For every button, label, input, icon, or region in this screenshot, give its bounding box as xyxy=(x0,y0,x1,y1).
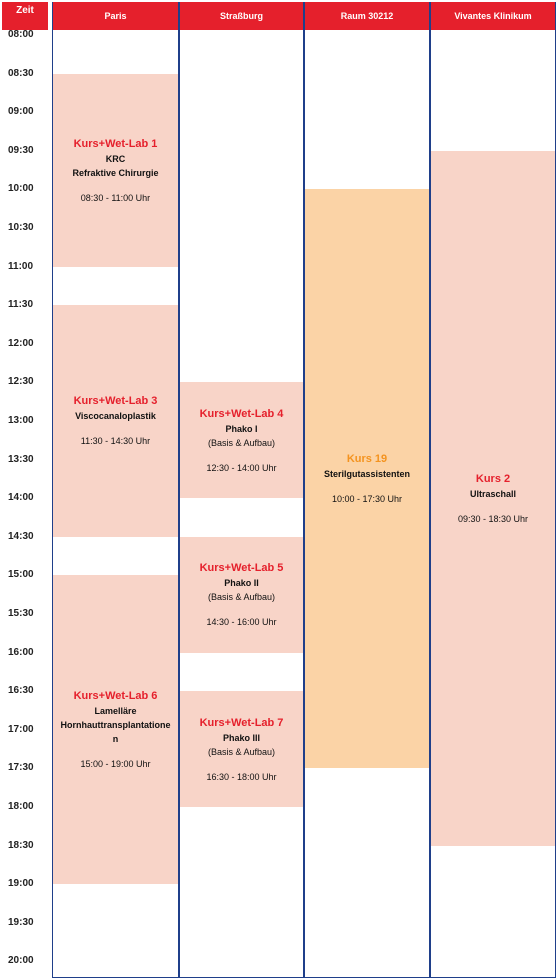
event-description: Hornhauttransplantatione xyxy=(60,720,171,731)
event-time: 14:30 - 16:00 Uhr xyxy=(206,617,277,628)
event-block[interactable]: Kurs 19 Sterilgutassistenten 10:00 - 17:30… xyxy=(305,189,429,769)
event-description: n xyxy=(112,734,119,745)
time-label: 11:30 xyxy=(8,299,34,311)
event-block[interactable]: Kurs+Wet-Lab 1 KRC Refraktive Chirurgie 08:… xyxy=(53,73,178,267)
event-title: Kurs+Wet-Lab 6 xyxy=(73,690,158,703)
time-label: 13:30 xyxy=(8,453,34,465)
time-column-header: Zeit xyxy=(2,2,48,30)
event-title: Kurs+Wet-Lab 4 xyxy=(199,407,284,420)
time-label: 14:00 xyxy=(8,492,34,504)
room-header: Vivantes Klinikum xyxy=(431,2,555,30)
time-label: 20:00 xyxy=(8,955,34,967)
room-column: Paris Kurs+Wet-Lab 1 KRC Refraktive Chirurg… xyxy=(52,2,179,978)
room-column: Raum 30212 Kurs 19 Sterilgutassistenten 10:… xyxy=(304,2,430,978)
time-label: 10:30 xyxy=(8,222,34,233)
event-description: KRC xyxy=(105,153,126,164)
time-label: 17:00 xyxy=(8,723,34,735)
room-column: Vivantes Klinikum Kurs 2 Ultraschall 09:30 … xyxy=(430,2,556,978)
time-label: 14:30 xyxy=(8,530,34,542)
event-description: Lamelläre xyxy=(94,706,137,717)
time-column: Zeit 08:00 08:30 09:00 09:30 10:00 10:30 11:00… xyxy=(0,0,50,980)
event-time: 08:30 - 11:00 Uhr xyxy=(80,192,151,203)
time-label: 16:30 xyxy=(8,685,34,697)
time-label: 12:00 xyxy=(8,337,34,349)
time-label: 18:30 xyxy=(8,839,34,851)
event-time: 12:30 - 14:00 Uhr xyxy=(206,462,277,473)
time-label: 15:00 xyxy=(8,569,34,581)
event-block[interactable]: Kurs+Wet-Lab 5 Phako II (Basis & Aufbau) 14… xyxy=(180,536,303,653)
event-time: 10:00 - 17:30 Uhr xyxy=(331,494,403,505)
event-title: Kurs 2 xyxy=(475,472,511,485)
time-label: 16:00 xyxy=(8,646,34,658)
time-label: 08:30 xyxy=(8,67,34,79)
event-title: Kurs+Wet-Lab 7 xyxy=(199,716,284,729)
time-label: 11:00 xyxy=(8,260,34,272)
time-label: 13:00 xyxy=(8,415,34,426)
event-title: Kurs+Wet-Lab 5 xyxy=(199,562,284,575)
time-label: 19:00 xyxy=(8,878,34,890)
event-description: Phako III xyxy=(222,732,260,743)
event-description: Phako II xyxy=(224,578,259,589)
time-label: 08:00 xyxy=(8,29,34,40)
event-title: Kurs+Wet-Lab 1 xyxy=(73,137,158,150)
room-header: Raum 30212 xyxy=(305,2,429,30)
room-column: Straßburg Kurs+Wet-Lab 4 Phako I (Basis & A… xyxy=(179,2,304,978)
room-header: Straßburg xyxy=(180,2,303,30)
time-label: 18:00 xyxy=(8,801,34,812)
time-label: 09:00 xyxy=(8,106,34,118)
event-time: 09:30 - 18:30 Uhr xyxy=(457,513,529,524)
event-description: Sterilgutassistenten xyxy=(323,469,411,480)
event-subtitle: (Basis & Aufbau) xyxy=(207,437,276,448)
event-description: Viscocanaloplastik xyxy=(75,411,156,422)
event-description: Ultraschall xyxy=(469,488,517,499)
time-label: 19:30 xyxy=(8,916,34,928)
time-label: 10:00 xyxy=(8,183,34,195)
event-block[interactable]: Kurs+Wet-Lab 6 Lamelläre Hornhauttransplan… xyxy=(53,575,178,885)
event-block[interactable]: Kurs+Wet-Lab 7 Phako III (Basis & Aufbau) 1… xyxy=(180,691,303,807)
time-label: 15:30 xyxy=(8,608,34,619)
event-title: Kurs+Wet-Lab 3 xyxy=(73,395,158,408)
time-label: 09:30 xyxy=(8,144,34,156)
event-subtitle: (Basis & Aufbau) xyxy=(207,746,276,757)
event-time: 15:00 - 19:00 Uhr xyxy=(80,759,151,770)
time-label: 12:30 xyxy=(8,376,34,388)
event-time: 11:30 - 14:30 Uhr xyxy=(80,436,151,447)
event-description: Refraktive Chirurgie xyxy=(72,167,159,178)
event-title: Kurs 19 xyxy=(346,453,388,466)
event-block[interactable]: Kurs+Wet-Lab 4 Phako I (Basis & Aufbau) 12:… xyxy=(180,382,303,499)
room-header: Paris xyxy=(53,2,178,30)
event-description: Phako I xyxy=(225,423,258,434)
event-time: 16:30 - 18:00 Uhr xyxy=(206,771,277,782)
event-block[interactable]: Kurs+Wet-Lab 3 Viscocanaloplastik 11:30 - … xyxy=(53,305,178,537)
event-subtitle: (Basis & Aufbau) xyxy=(207,592,276,603)
time-label: 17:30 xyxy=(8,762,34,774)
event-block[interactable]: Kurs 2 Ultraschall 09:30 - 18:30 Uhr xyxy=(431,150,555,846)
